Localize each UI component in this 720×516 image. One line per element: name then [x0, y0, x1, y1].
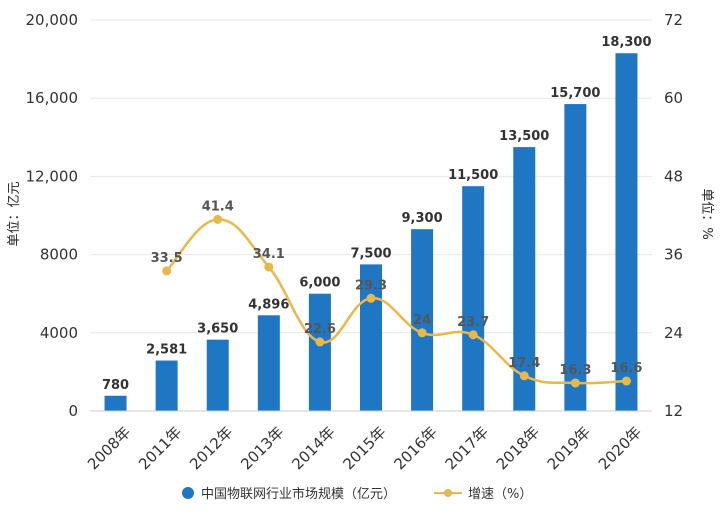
bar-value-label: 9,300: [402, 211, 443, 226]
bar: [411, 229, 434, 411]
bar: [462, 186, 485, 411]
line-point: [621, 376, 631, 386]
x-tick-label: 2012年: [186, 423, 236, 473]
bar-value-label: 4,896: [248, 297, 289, 312]
bar-value-label: 2,581: [146, 343, 187, 358]
x-tick-label: 2015年: [339, 423, 389, 473]
x-tick-label: 2017年: [442, 423, 492, 473]
line-value-label: 41.4: [202, 199, 234, 214]
line-point: [213, 214, 223, 224]
x-tick-label: 2013年: [237, 423, 287, 473]
bar-value-label: 15,700: [550, 86, 600, 101]
y-right-tick-label: 24: [664, 324, 683, 342]
bar: [104, 395, 127, 411]
y-left-tick-label: 8000: [40, 246, 78, 264]
x-tick-label: 2018年: [493, 423, 543, 473]
legend-bar-marker: [182, 487, 194, 499]
grid-lines: [90, 19, 652, 334]
bar: [308, 293, 331, 411]
line-value-label: 16.6: [610, 361, 642, 376]
line-point: [162, 266, 172, 276]
bar-series: 780 2,581 3,650 4,896 6,000 7,500 9,300 11,500 1…: [102, 35, 652, 412]
y-left-tick-label: 12,000: [26, 167, 79, 185]
bar-value-label: 11,500: [448, 168, 498, 183]
y-right-tick-label: 72: [664, 11, 683, 29]
y-left-title: 单位：亿元: [7, 181, 22, 246]
legend-line-label: 增速（%）: [468, 487, 532, 502]
bar: [257, 315, 280, 411]
legend: 中国物联网行业市场规模（亿元） 增速（%）: [182, 486, 532, 502]
x-tick-label: 2019年: [544, 423, 594, 473]
bar-value-label: 7,500: [350, 246, 391, 261]
x-tick-label: 2016年: [391, 423, 441, 473]
growth-line: [165, 218, 627, 385]
y-right-tick-label: 60: [664, 89, 683, 107]
line-value-label: 29.3: [355, 278, 387, 293]
line-value-label: 22.6: [304, 322, 336, 337]
y-right-tick-label: 12: [664, 402, 683, 420]
line-value-label: 34.1: [253, 247, 285, 262]
x-tick-label: 2011年: [135, 423, 185, 473]
x-tick-label: 2014年: [288, 423, 338, 473]
legend-bar-label: 中国物联网行业市场规模（亿元）: [201, 486, 396, 502]
line-point: [417, 328, 427, 338]
line-value-label: 16.3: [559, 363, 591, 378]
bar-value-label: 6,000: [299, 276, 340, 291]
x-tick-label: 2008年: [84, 423, 134, 473]
bar-value-label: 3,650: [197, 322, 238, 337]
line-point: [468, 330, 478, 340]
line-point: [570, 378, 580, 388]
bar: [206, 339, 229, 411]
line-point: [315, 337, 325, 347]
bar-value-label: 13,500: [499, 129, 549, 144]
line-value-label: 23.7: [457, 315, 489, 330]
line-series: 33.5 41.4 34.1 22.6 29.3 24 23.7 17.4 16.3 16.6: [151, 199, 642, 388]
line-point: [264, 262, 274, 272]
line-point: [366, 293, 376, 303]
y-right-title: 单位：%: [699, 188, 714, 239]
y-left-tick-label: 4000: [40, 324, 78, 342]
y-left-tick-label: 0: [68, 402, 78, 420]
y-right-tick-label: 48: [664, 167, 683, 185]
y-left-tick-label: 16,000: [26, 89, 79, 107]
bar-value-label: 18,300: [601, 35, 651, 50]
line-value-label: 17.4: [508, 356, 540, 371]
legend-line-marker-dot: [444, 489, 452, 497]
x-tick-label: 2020年: [595, 423, 645, 473]
bar: [155, 360, 178, 411]
y-right-tick-label: 36: [664, 246, 683, 264]
bar-value-label: 780: [102, 378, 129, 393]
y-left-tick-label: 20,000: [26, 11, 79, 29]
bar: [564, 104, 587, 411]
line-point: [519, 371, 529, 381]
line-value-label: 24: [413, 313, 431, 328]
bar: [615, 53, 638, 412]
bar: [513, 147, 536, 411]
line-value-label: 33.5: [151, 251, 183, 266]
